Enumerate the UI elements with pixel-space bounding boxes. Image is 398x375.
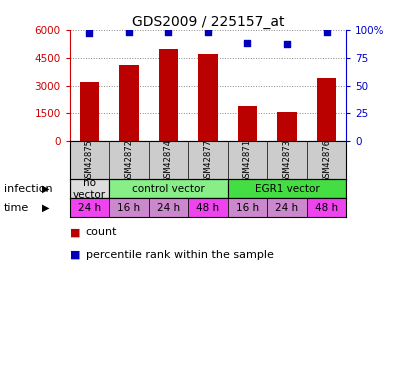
Bar: [307, 198, 346, 217]
Text: percentile rank within the sample: percentile rank within the sample: [86, 250, 273, 260]
Bar: [149, 198, 188, 217]
Text: ▶: ▶: [42, 184, 49, 194]
Text: no
vector: no vector: [73, 178, 106, 200]
Point: [284, 42, 290, 48]
Text: ■: ■: [70, 228, 80, 237]
Text: GSM42872: GSM42872: [125, 139, 133, 182]
Text: 16 h: 16 h: [117, 203, 140, 213]
Text: GSM42873: GSM42873: [283, 139, 291, 182]
Text: 24 h: 24 h: [78, 203, 101, 213]
Bar: [277, 112, 297, 141]
Bar: [198, 54, 218, 141]
Bar: [228, 179, 346, 198]
Text: ■: ■: [70, 250, 80, 260]
Text: GSM42875: GSM42875: [85, 139, 94, 182]
Bar: [228, 198, 267, 217]
Bar: [109, 179, 228, 198]
Text: 16 h: 16 h: [236, 203, 259, 213]
Bar: [80, 82, 99, 141]
Text: 24 h: 24 h: [157, 203, 180, 213]
Text: GSM42874: GSM42874: [164, 139, 173, 182]
Point: [126, 29, 132, 35]
Bar: [188, 198, 228, 217]
Text: GSM42871: GSM42871: [243, 139, 252, 182]
Point: [323, 29, 330, 35]
Bar: [267, 198, 307, 217]
Text: EGR1 vector: EGR1 vector: [255, 184, 319, 194]
Text: ▶: ▶: [42, 203, 49, 213]
Text: GSM42877: GSM42877: [203, 139, 213, 182]
Text: infection: infection: [4, 184, 53, 194]
Point: [86, 30, 93, 36]
Title: GDS2009 / 225157_at: GDS2009 / 225157_at: [132, 15, 284, 29]
Text: GSM42876: GSM42876: [322, 139, 331, 182]
Bar: [317, 78, 336, 141]
Point: [244, 40, 251, 46]
Point: [165, 29, 172, 35]
Bar: [119, 65, 139, 141]
Bar: [70, 179, 109, 198]
Bar: [70, 198, 109, 217]
Text: control vector: control vector: [132, 184, 205, 194]
Text: 48 h: 48 h: [315, 203, 338, 213]
Text: 48 h: 48 h: [196, 203, 220, 213]
Bar: [238, 106, 258, 141]
Text: count: count: [86, 228, 117, 237]
Text: 24 h: 24 h: [275, 203, 298, 213]
Bar: [158, 48, 178, 141]
Text: time: time: [4, 203, 29, 213]
Point: [205, 29, 211, 35]
Bar: [109, 198, 149, 217]
